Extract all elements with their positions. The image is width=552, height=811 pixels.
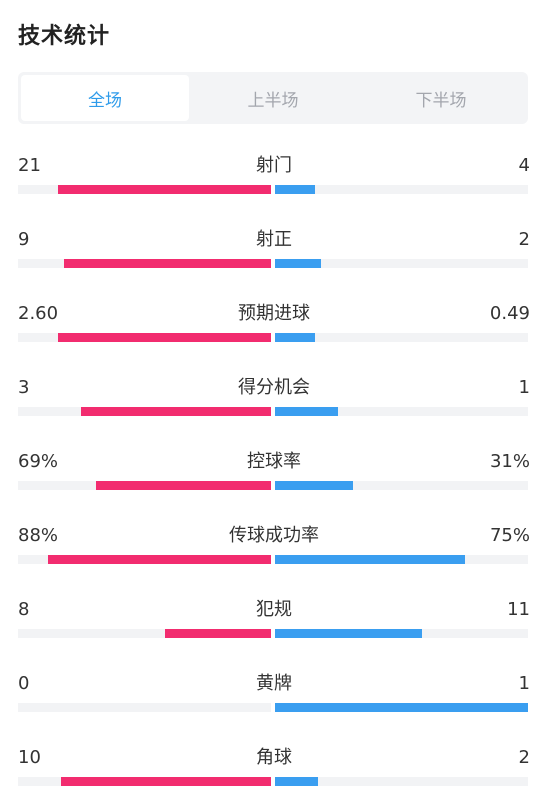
home-value: 21 (18, 155, 41, 176)
away-bar-track (275, 703, 528, 712)
stat-row: 88% 传球成功率 75% (18, 525, 530, 575)
home-bar (48, 555, 271, 564)
home-bar (164, 629, 271, 638)
away-bar-track (275, 481, 528, 490)
home-bar (61, 777, 271, 786)
stat-row: 0 黄牌 1 (18, 673, 530, 723)
stat-label: 射门 (256, 155, 292, 176)
stat-label: 射正 (256, 229, 292, 250)
away-bar (275, 481, 354, 490)
home-value: 0 (18, 673, 30, 694)
away-value: 75% (489, 525, 530, 546)
stat-label: 传球成功率 (229, 525, 319, 546)
away-value: 4 (518, 155, 530, 176)
home-value: 69% (18, 451, 59, 472)
away-bar (275, 703, 528, 712)
home-value: 8 (18, 599, 30, 620)
tab-second-half[interactable]: 下半场 (415, 90, 467, 111)
tab-first-half[interactable]: 上半场 (247, 90, 299, 111)
away-bar (275, 629, 422, 638)
away-value: 1 (518, 377, 530, 398)
away-value: 11 (507, 599, 530, 620)
period-tabs: 全场 上半场 下半场 (18, 72, 528, 124)
stat-label: 角球 (256, 747, 292, 768)
home-bar (96, 481, 271, 490)
home-bar-track (18, 333, 271, 342)
home-bar-track (18, 555, 271, 564)
away-bar (275, 333, 316, 342)
home-bar (81, 407, 271, 416)
stat-label: 黄牌 (256, 673, 292, 694)
away-value: 2 (518, 229, 530, 250)
stat-row: 69% 控球率 31% (18, 451, 530, 501)
away-value: 31% (489, 451, 530, 472)
away-bar-track (275, 185, 528, 194)
away-bar (275, 555, 465, 564)
away-bar-track (275, 629, 528, 638)
away-bar-track (275, 407, 528, 416)
away-bar (275, 407, 339, 416)
away-value: 2 (518, 747, 530, 768)
home-value: 9 (18, 229, 30, 250)
stat-row: 10 角球 2 (18, 747, 530, 797)
away-bar-track (275, 555, 528, 564)
home-bar-track (18, 185, 271, 194)
stat-label: 得分机会 (238, 377, 310, 398)
home-bar (58, 333, 271, 342)
home-bar-track (18, 777, 271, 786)
home-value: 10 (18, 747, 41, 768)
home-value: 2.60 (18, 303, 59, 324)
away-bar (275, 185, 316, 194)
stat-label: 控球率 (247, 451, 301, 472)
away-bar-track (275, 777, 528, 786)
tab-full-match[interactable]: 全场 (21, 75, 189, 121)
away-bar-track (275, 259, 528, 268)
away-bar (275, 259, 321, 268)
home-bar-track (18, 629, 271, 638)
away-bar (275, 777, 318, 786)
page-title: 技术统计 (18, 24, 111, 49)
away-bar-track (275, 333, 528, 342)
home-bar-track (18, 703, 271, 712)
stat-label: 预期进球 (238, 303, 310, 324)
stat-row: 21 射门 4 (18, 155, 530, 205)
away-value: 1 (518, 673, 530, 694)
stat-row: 9 射正 2 (18, 229, 530, 279)
home-bar (58, 185, 271, 194)
away-value: 0.49 (489, 303, 530, 324)
home-bar-track (18, 481, 271, 490)
home-value: 88% (18, 525, 59, 546)
stat-row: 2.60 预期进球 0.49 (18, 303, 530, 353)
home-value: 3 (18, 377, 30, 398)
home-bar-track (18, 407, 271, 416)
home-bar (63, 259, 271, 268)
stat-row: 3 得分机会 1 (18, 377, 530, 427)
home-bar-track (18, 259, 271, 268)
stat-row: 8 犯规 11 (18, 599, 530, 649)
stat-label: 犯规 (256, 599, 292, 620)
